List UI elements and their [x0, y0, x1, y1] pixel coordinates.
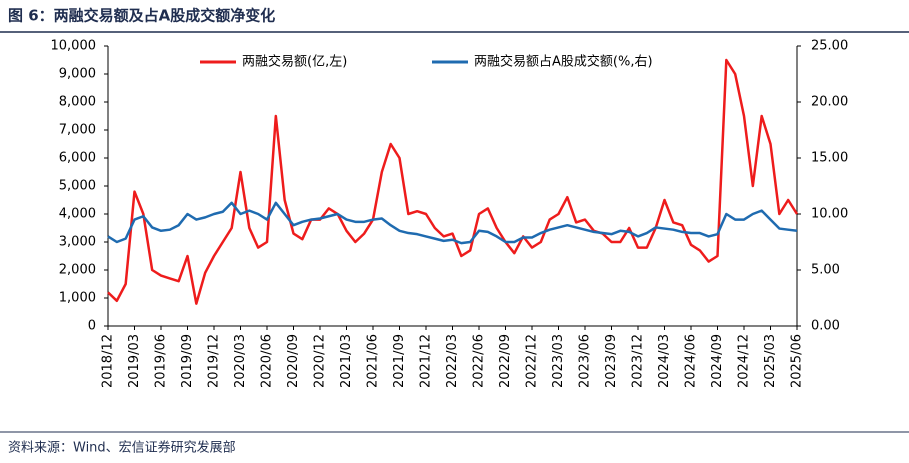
x-tick-label: 2019/09: [180, 334, 195, 388]
x-tick-label: 2024/09: [710, 334, 725, 388]
x-tick-label: 2020/12: [313, 334, 328, 388]
y-tick-label: 4,000: [59, 207, 96, 222]
x-tick-label: 2019/06: [154, 334, 169, 388]
x-tick-label: 2020/06: [260, 334, 275, 388]
x-tick-label: 2024/03: [657, 334, 672, 388]
y-tick-label: 2,000: [59, 263, 96, 278]
x-tick-label: 2023/12: [631, 334, 646, 388]
y-tick-label: 3,000: [59, 235, 96, 250]
x-tick-label: 2021/06: [366, 334, 381, 388]
y-tick-label: 6,000: [59, 151, 96, 166]
source: 资料来源：Wind、宏信证券研究发展部: [8, 440, 236, 456]
chart-title: 图 6：两融交易额及占A股成交额净变化: [8, 7, 275, 25]
x-tick-label: 2022/09: [498, 334, 513, 388]
series-line: [107, 58, 799, 305]
x-tick-label: 2021/03: [339, 334, 354, 388]
x-tick-label: 2018/12: [101, 334, 116, 388]
legend-label: 两融交易额(亿,左): [242, 54, 347, 70]
y-tick-label: 1,000: [59, 291, 96, 306]
x-tick-label: 2024/12: [737, 334, 752, 388]
x-tick-label: 2019/12: [207, 334, 222, 388]
x-tick-label: 2021/09: [392, 334, 407, 388]
x-tick-label: 2022/12: [525, 334, 540, 388]
x-tick-label: 2023/09: [604, 334, 619, 388]
y-tick-label: 8,000: [59, 95, 96, 110]
y-tick-label: 0: [88, 319, 96, 334]
y-tick-label: 7,000: [59, 123, 96, 138]
x-tick-label: 2023/03: [551, 334, 566, 388]
x-tick-label: 2019/03: [127, 334, 142, 388]
y2-tick-label: 10.00: [811, 207, 848, 222]
y2-tick-label: 5.00: [811, 263, 840, 278]
y2-tick-label: 20.00: [811, 95, 848, 110]
x-tick-label: 2021/12: [419, 334, 434, 388]
x-tick-label: 2024/06: [684, 334, 699, 388]
x-tick-label: 2023/06: [578, 334, 593, 388]
x-tick-label: 2025/03: [763, 334, 778, 388]
y-tick-label: 10,000: [51, 39, 97, 54]
legend-label: 两融交易额占A股成交额(%,右): [474, 54, 653, 70]
y2-tick-label: 25.00: [811, 39, 848, 54]
x-tick-label: 2022/03: [445, 334, 460, 388]
y-tick-label: 5,000: [59, 179, 96, 194]
x-tick-label: 2020/03: [233, 334, 248, 388]
y-tick-label: 9,000: [59, 67, 96, 82]
y2-tick-label: 15.00: [811, 151, 848, 166]
series-line: [107, 201, 798, 245]
x-tick-label: 2025/06: [790, 334, 805, 388]
x-tick-label: 2020/09: [286, 334, 301, 388]
x-tick-label: 2022/06: [472, 334, 487, 388]
y2-tick-label: 0.00: [811, 319, 840, 334]
